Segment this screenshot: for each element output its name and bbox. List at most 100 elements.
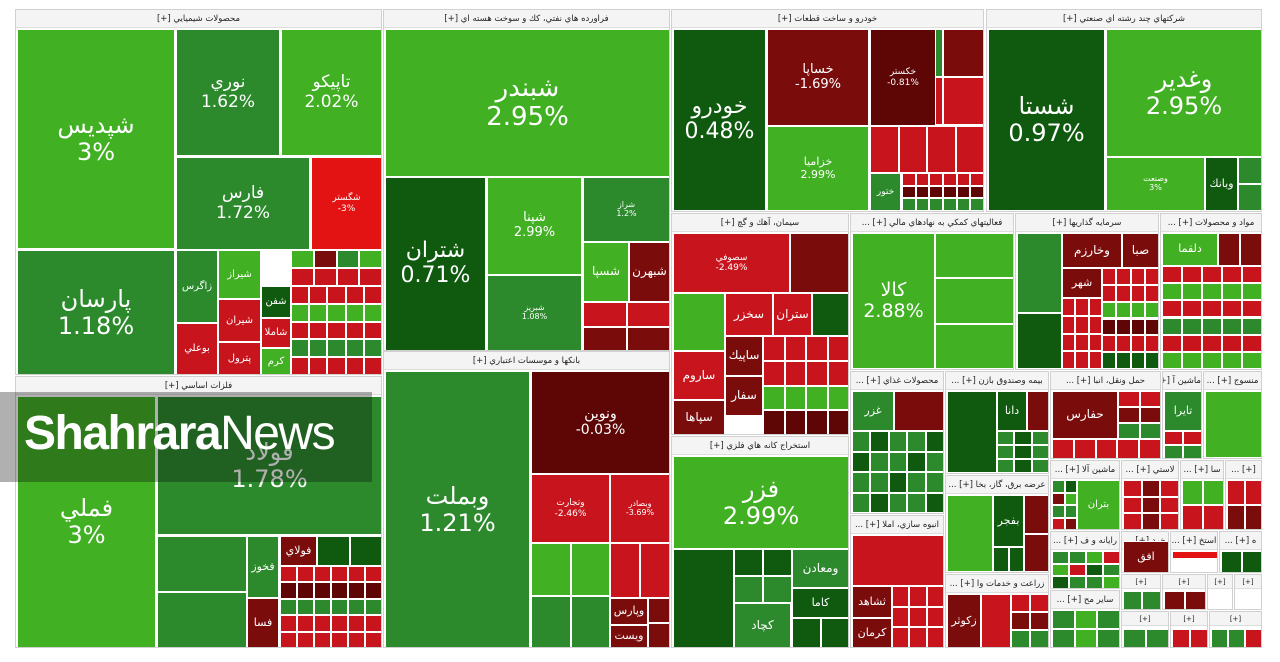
stock-cell[interactable] xyxy=(1052,505,1065,518)
stock-cell[interactable] xyxy=(309,339,328,358)
stock-tile[interactable]: ثشاهد xyxy=(852,586,892,618)
stock-cell[interactable] xyxy=(1222,300,1242,318)
stock-cell[interactable] xyxy=(1144,335,1158,353)
stock-cell[interactable] xyxy=(970,173,983,186)
stock-cell[interactable] xyxy=(1024,495,1048,534)
stock-cell[interactable] xyxy=(792,618,821,647)
stock-cell[interactable] xyxy=(970,198,983,211)
stock-cell[interactable] xyxy=(1238,157,1261,184)
sector-header[interactable]: بيمه وصندوق بازن [+] ... xyxy=(946,372,1048,390)
sector-header[interactable]: استخراج كانه هاي فلزي [+] xyxy=(672,437,848,455)
stock-tile[interactable]: فزر 2.99% xyxy=(673,456,848,549)
stock-cell[interactable] xyxy=(1064,492,1077,505)
stock-cell[interactable] xyxy=(1011,612,1030,630)
stock-cell[interactable] xyxy=(1116,335,1131,353)
sector-header[interactable]: ماشين آ [+] ... xyxy=(1163,372,1201,390)
stock-cell[interactable] xyxy=(331,566,348,583)
stock-cell[interactable] xyxy=(1027,391,1048,431)
stock-tile[interactable]: ساپيك xyxy=(725,336,763,376)
stock-cell[interactable] xyxy=(1172,551,1217,559)
stock-cell[interactable] xyxy=(1017,233,1062,313)
stock-cell[interactable] xyxy=(1139,391,1160,407)
stock-tile[interactable]: وغدير 2.95% xyxy=(1106,29,1261,157)
stock-cell[interactable] xyxy=(1162,317,1182,335)
stock-tile[interactable]: بتران xyxy=(1077,480,1119,529)
stock-cell[interactable] xyxy=(291,339,310,358)
stock-cell[interactable] xyxy=(827,410,848,434)
stock-cell[interactable] xyxy=(909,606,927,628)
stock-cell[interactable] xyxy=(907,492,926,513)
stock-cell[interactable] xyxy=(784,360,806,386)
stock-cell[interactable] xyxy=(935,323,1013,369)
stock-cell[interactable] xyxy=(888,431,908,452)
stock-cell[interactable] xyxy=(365,582,381,599)
stock-cell[interactable] xyxy=(1221,551,1242,572)
stock-tile[interactable]: وخارزم xyxy=(1062,233,1122,268)
stock-tile[interactable]: كرم xyxy=(261,348,291,374)
stock-cell[interactable] xyxy=(1014,459,1032,473)
stock-cell[interactable] xyxy=(1116,268,1131,285)
stock-cell[interactable] xyxy=(852,535,943,586)
sector-header[interactable]: شركتهاي چند رشته اي صنعتي [+] xyxy=(987,10,1261,28)
stock-cell[interactable] xyxy=(363,286,381,304)
stock-cell[interactable] xyxy=(1182,351,1202,369)
stock-cell[interactable] xyxy=(314,631,331,647)
stock-tile[interactable]: ستران xyxy=(773,293,812,336)
stock-cell[interactable] xyxy=(902,173,916,186)
stock-tile[interactable]: كرمان xyxy=(852,618,892,647)
stock-cell[interactable] xyxy=(1144,318,1158,336)
sector-header[interactable]: ماشين آلا [+] ... xyxy=(1051,461,1119,479)
stock-cell[interactable] xyxy=(820,618,848,647)
stock-tile[interactable]: تاپيكو 2.02% xyxy=(281,29,381,156)
stock-cell[interactable] xyxy=(1116,284,1131,302)
stock-cell[interactable] xyxy=(317,536,350,566)
stock-tile[interactable]: صبا xyxy=(1122,233,1158,268)
sector-header[interactable]: [+] xyxy=(1163,575,1205,589)
stock-tile[interactable]: شيراز xyxy=(218,250,261,299)
stock-cell[interactable] xyxy=(888,492,908,513)
stock-cell[interactable] xyxy=(349,536,381,566)
stock-cell[interactable] xyxy=(331,615,348,632)
stock-cell[interactable] xyxy=(1183,445,1201,458)
stock-cell[interactable] xyxy=(626,302,669,327)
stock-cell[interactable] xyxy=(1164,445,1183,458)
stock-cell[interactable] xyxy=(1164,591,1185,609)
stock-cell[interactable] xyxy=(1182,266,1202,284)
sector-header[interactable]: استخ [+] ... xyxy=(1171,532,1217,550)
stock-tile[interactable]: شفن xyxy=(261,286,291,318)
stock-cell[interactable] xyxy=(313,250,337,268)
stock-cell[interactable] xyxy=(806,336,828,361)
stock-cell[interactable] xyxy=(870,126,899,173)
stock-tile[interactable]: پارسان 1.18% xyxy=(17,250,175,374)
stock-cell[interactable] xyxy=(291,250,314,268)
stock-cell[interactable] xyxy=(1052,563,1069,577)
sector-header[interactable]: [+] xyxy=(1210,612,1261,626)
stock-cell[interactable] xyxy=(1117,439,1140,458)
stock-cell[interactable] xyxy=(1183,431,1201,445)
stock-cell[interactable] xyxy=(1074,629,1098,647)
stock-tile[interactable]: خزاميا 2.99% xyxy=(767,126,869,211)
stock-cell[interactable] xyxy=(348,631,365,647)
stock-cell[interactable] xyxy=(1130,352,1145,369)
stock-cell[interactable] xyxy=(1238,184,1261,211)
stock-tile[interactable]: شراز 1.2% xyxy=(583,177,669,242)
stock-cell[interactable] xyxy=(1205,391,1261,458)
stock-cell[interactable] xyxy=(327,339,346,358)
stock-cell[interactable] xyxy=(925,431,943,452)
stock-tile[interactable]: وبصادر -3.69% xyxy=(610,474,669,543)
stock-cell[interactable] xyxy=(1218,233,1240,266)
stock-cell[interactable] xyxy=(784,385,806,411)
stock-cell[interactable] xyxy=(1011,594,1030,612)
stock-cell[interactable] xyxy=(648,623,669,647)
stock-cell[interactable] xyxy=(1242,334,1261,352)
stock-cell[interactable] xyxy=(1202,317,1222,335)
sector-header[interactable]: [+] xyxy=(1122,575,1160,589)
stock-cell[interactable] xyxy=(291,286,310,304)
stock-cell[interactable] xyxy=(1182,283,1202,301)
stock-cell[interactable] xyxy=(531,595,571,647)
stock-cell[interactable] xyxy=(1088,315,1102,334)
stock-cell[interactable] xyxy=(610,543,640,598)
stock-cell[interactable] xyxy=(348,566,365,583)
stock-cell[interactable] xyxy=(1097,629,1119,647)
stock-cell[interactable] xyxy=(827,360,848,386)
